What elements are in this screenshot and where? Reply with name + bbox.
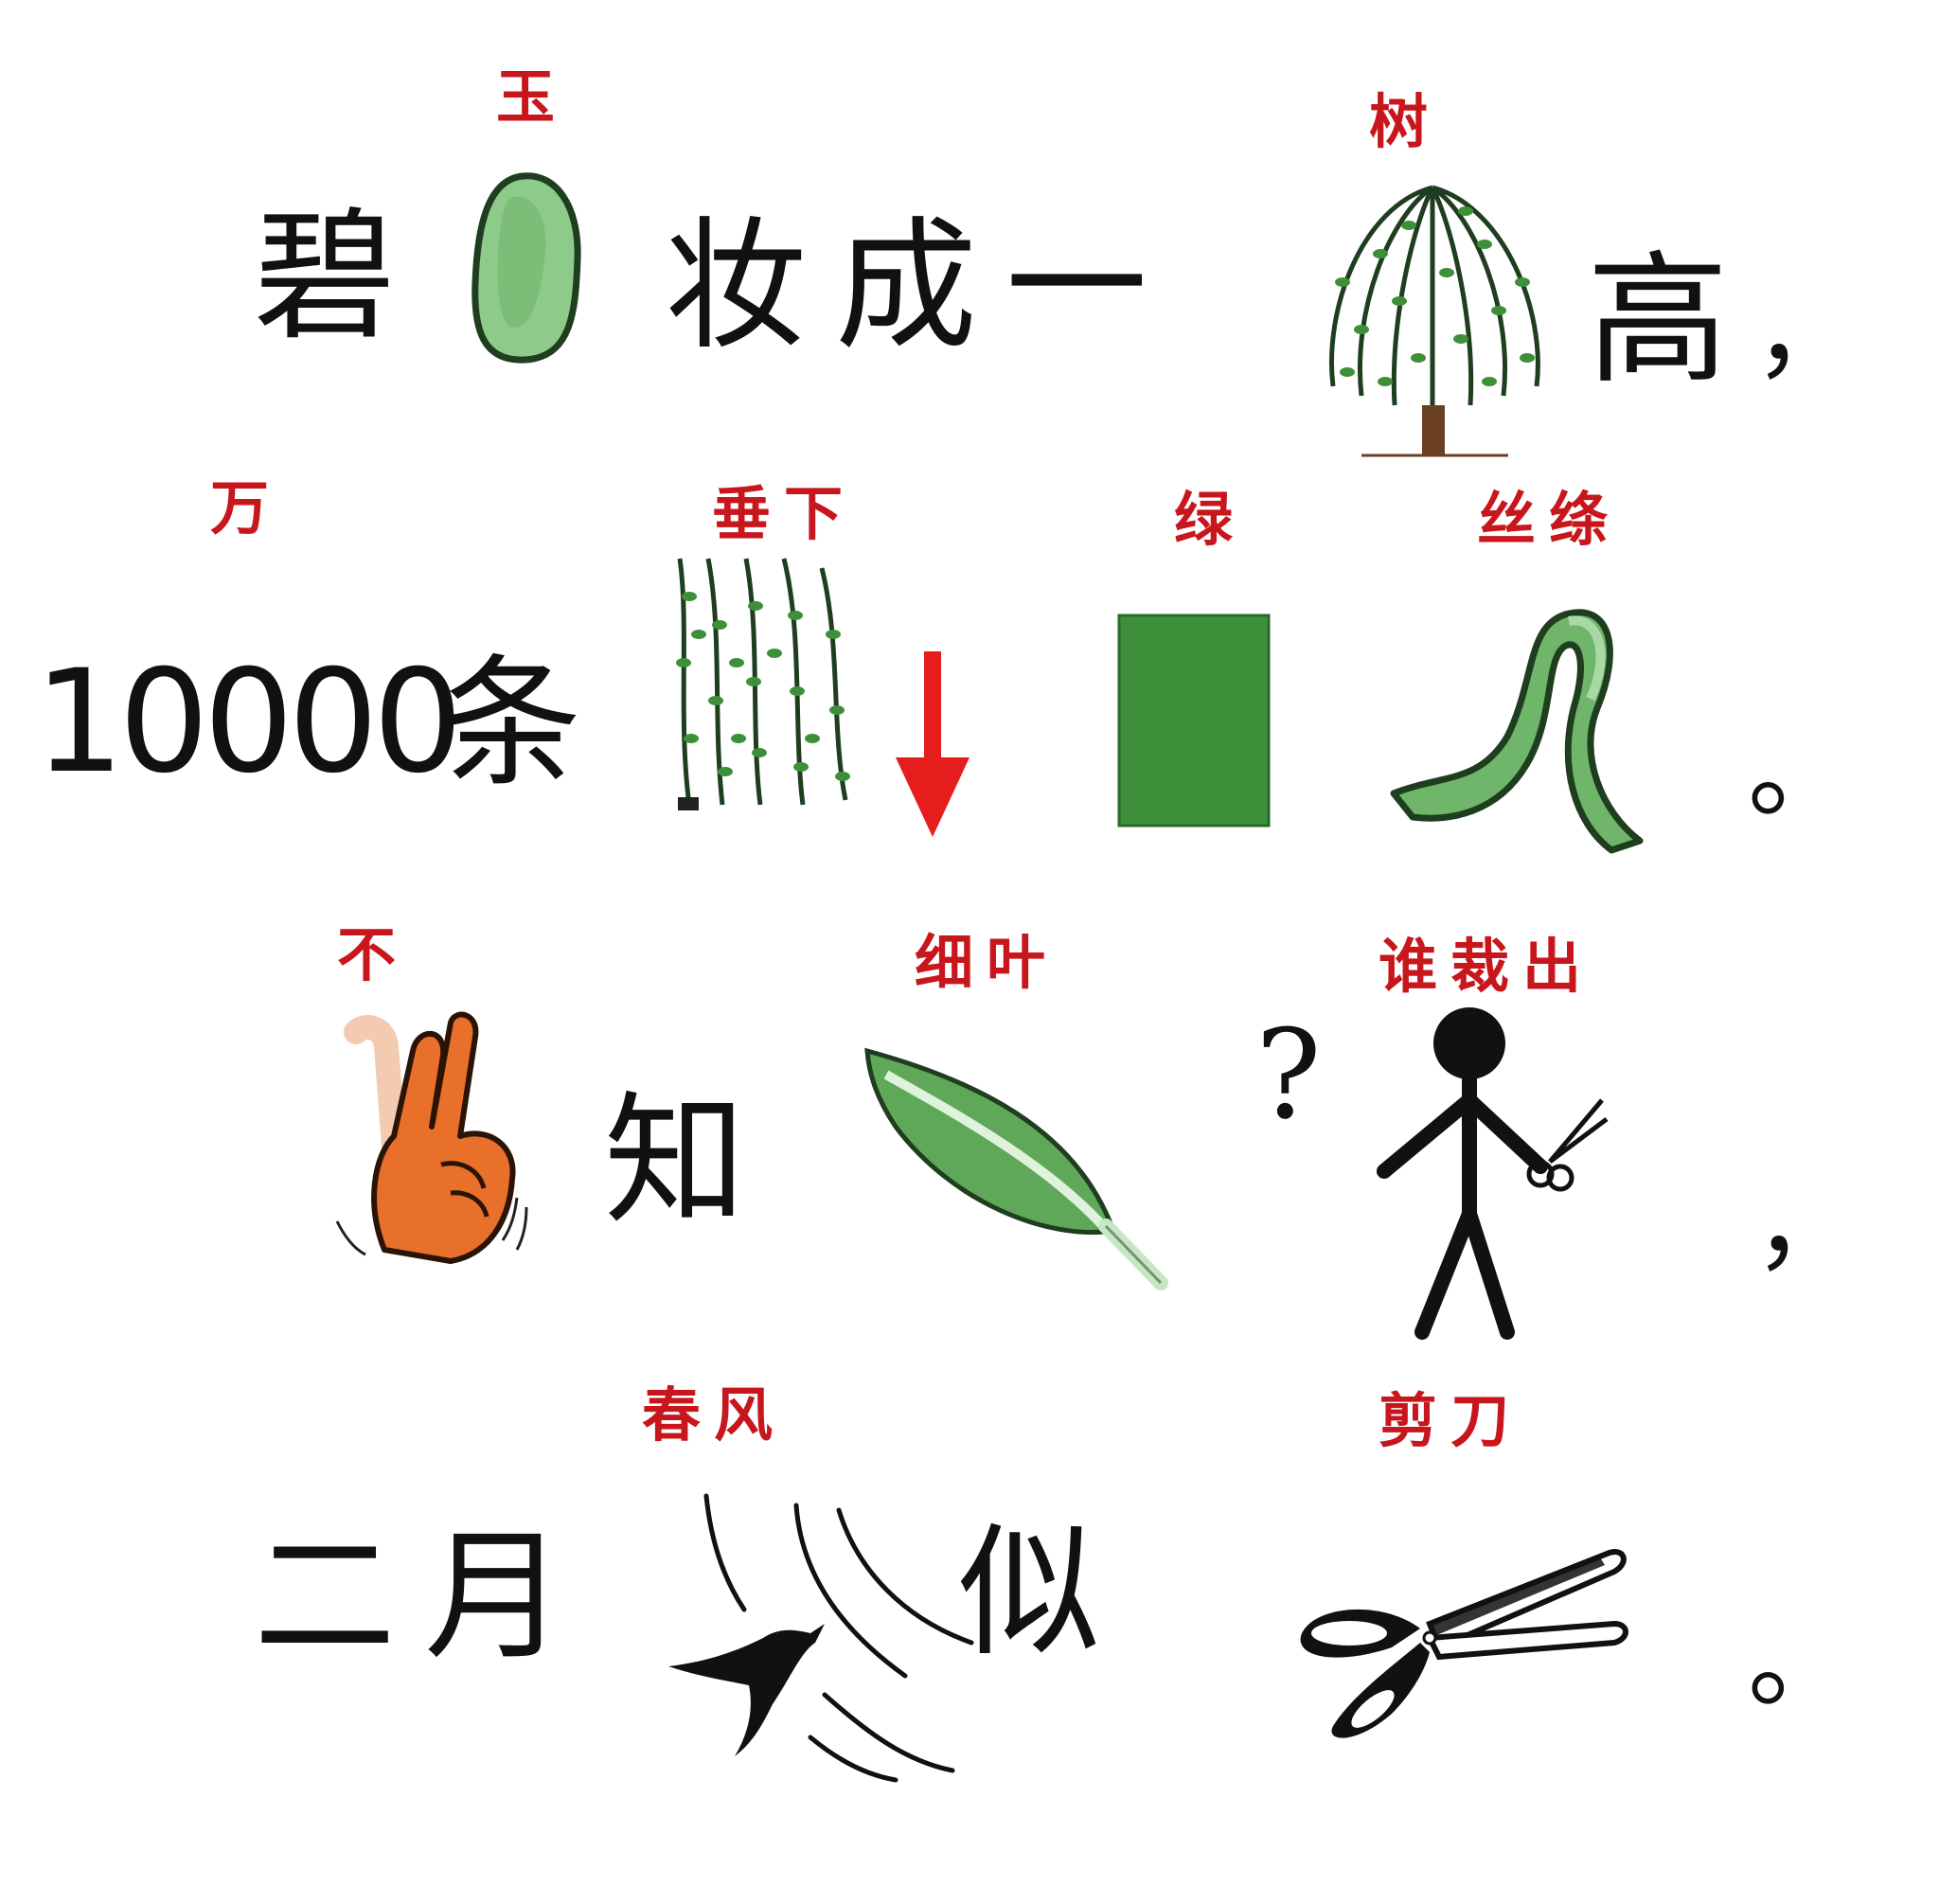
green-rectangle-icon xyxy=(1117,614,1271,827)
hint-jian-dao: 剪刀 xyxy=(1379,1386,1523,1455)
swallow-wind-icon xyxy=(659,1486,1000,1789)
hint-chui-xia: 垂下 xyxy=(712,479,857,548)
poem-word-gao: 高 xyxy=(1587,239,1758,403)
hint-bu: 不 xyxy=(337,920,410,989)
period-1: 。 xyxy=(1748,711,1852,832)
hint-wan: 万 xyxy=(210,473,283,543)
poem-word-bi: 碧 xyxy=(254,195,425,360)
ribbon-icon xyxy=(1384,595,1659,860)
willow-branches-icon xyxy=(670,549,860,814)
scissors-icon xyxy=(1288,1534,1638,1752)
hint-chun-feng: 春风 xyxy=(642,1380,787,1450)
hint-tree: 树 xyxy=(1369,87,1442,156)
poem-word-tiao: 条 xyxy=(439,642,611,807)
poem-words-er-yue: 二月 xyxy=(254,1515,596,1680)
waving-hand-icon xyxy=(328,1011,528,1278)
hint-lv: 绿 xyxy=(1174,485,1247,554)
poem-word-si: 似 xyxy=(958,1511,1130,1676)
question-mark-icon: ? xyxy=(1255,1003,1322,1147)
period-2: 。 xyxy=(1748,1601,1852,1722)
hint-jade: 玉 xyxy=(496,62,569,132)
jade-icon xyxy=(466,169,589,367)
number-10000: 10000 xyxy=(34,640,463,805)
comma-1: ， xyxy=(1753,272,1858,393)
hint-xi-ye: 细叶 xyxy=(915,928,1059,997)
willow-tree-icon xyxy=(1305,169,1560,462)
down-arrow-icon xyxy=(890,651,975,841)
leaf-icon xyxy=(858,1041,1180,1297)
poem-words-zhuang-cheng-yi: 妆成一 xyxy=(665,205,1177,369)
comma-2: ， xyxy=(1753,1164,1858,1285)
hint-shui-cai-chu: 谁裁出 xyxy=(1379,932,1595,1001)
hint-si-tao: 丝绦 xyxy=(1477,485,1622,554)
stick-figure-with-scissors-icon xyxy=(1375,1005,1621,1346)
poem-word-zhi: 知 xyxy=(604,1079,775,1244)
